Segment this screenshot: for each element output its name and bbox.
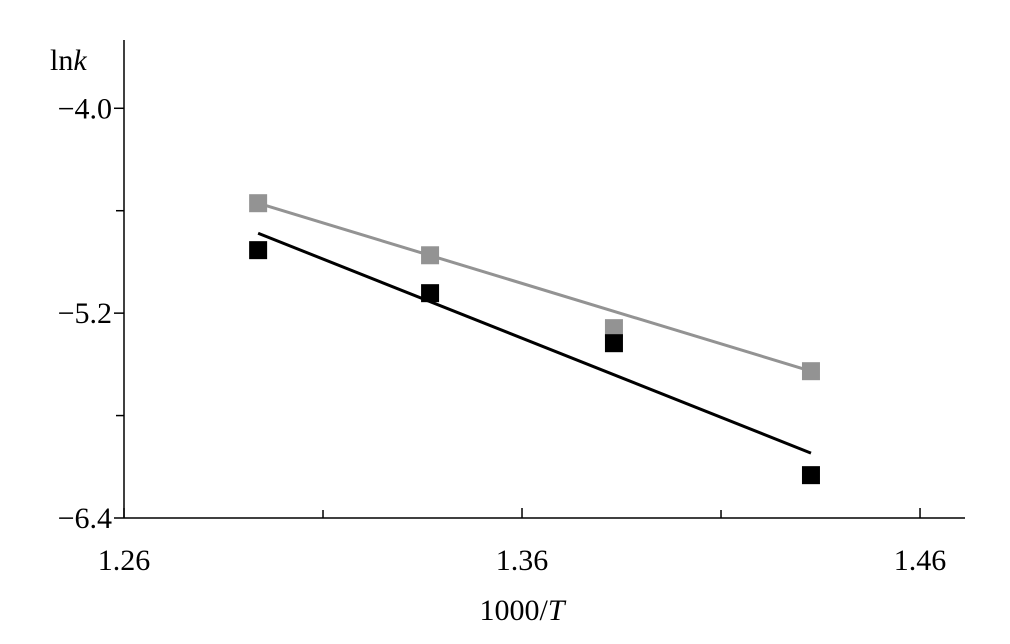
x-tick-label: 1.46 xyxy=(894,544,947,577)
x-axis-label: 1000/T xyxy=(479,594,566,627)
marker xyxy=(801,362,820,381)
fit-line xyxy=(257,201,812,373)
y-tick-label: −5.2 xyxy=(58,297,112,330)
marker xyxy=(249,241,268,260)
x-tick-label: 1.26 xyxy=(98,544,151,577)
marker xyxy=(421,246,440,265)
marker xyxy=(604,319,623,338)
y-tick-label: −4.0 xyxy=(58,92,112,125)
y-tick-label: −6.4 xyxy=(58,502,112,535)
y-axis-label: lnk xyxy=(50,44,87,77)
marker xyxy=(249,194,268,213)
marker xyxy=(801,466,820,485)
marker xyxy=(604,334,623,353)
x-tick-label: 1.36 xyxy=(496,544,549,577)
fit-line xyxy=(257,231,812,455)
marker xyxy=(421,284,440,303)
